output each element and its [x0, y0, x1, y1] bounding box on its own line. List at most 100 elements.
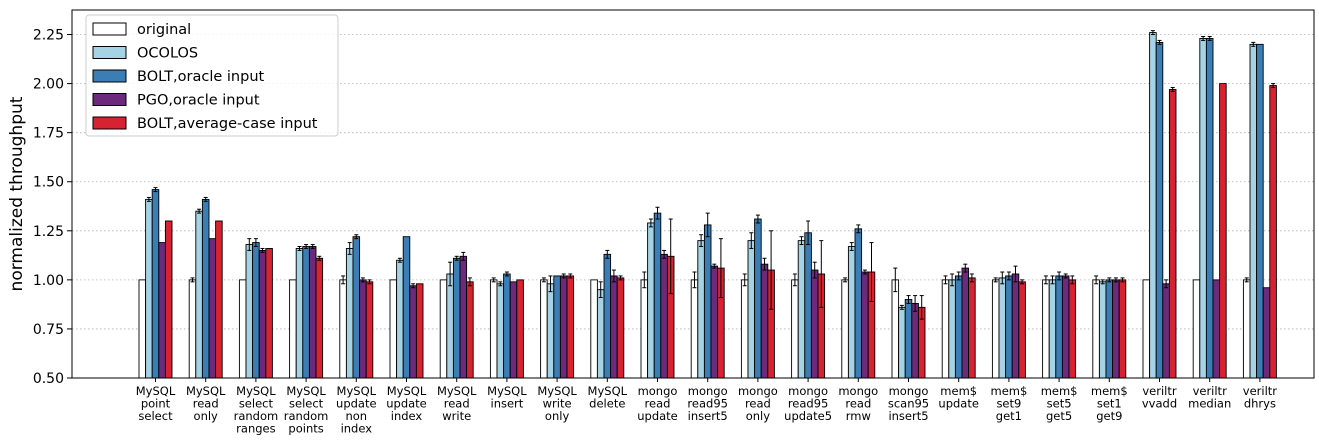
- bar: [1048, 279, 1057, 379]
- bar: [402, 236, 411, 379]
- bars: [138, 30, 1277, 379]
- bar: [1061, 275, 1070, 379]
- bar: [1118, 279, 1127, 379]
- bar: [496, 283, 505, 379]
- bar: [1219, 83, 1227, 379]
- y-tick-label: 0.75: [33, 322, 64, 338]
- bar: [854, 228, 863, 379]
- bar: [151, 189, 160, 379]
- bar: [697, 240, 705, 379]
- bar: [610, 275, 618, 379]
- x-tick-label-line: read: [845, 397, 871, 411]
- x-tick-label-line: MySQL: [387, 384, 427, 398]
- x-tick-label-line: insert5: [888, 409, 928, 423]
- bar: [503, 273, 511, 379]
- x-tick-label: MySQL read only: [186, 384, 226, 423]
- x-tick-label-line: set9: [996, 397, 1021, 411]
- bar: [396, 259, 404, 379]
- bar: [415, 283, 424, 379]
- x-tick-label-line: index: [391, 409, 423, 423]
- bar: [1092, 279, 1100, 379]
- bar: [861, 271, 869, 379]
- x-tick-label-line: read: [193, 397, 219, 411]
- bar: [489, 279, 498, 379]
- x-tick-label-line: median: [1188, 397, 1231, 411]
- x-tick-label-line: veriltr: [1243, 384, 1278, 398]
- bar: [1112, 279, 1120, 379]
- x-tick-label: MySQL point select: [136, 384, 176, 423]
- y-tick-label: 1.50: [33, 175, 64, 191]
- bar: [804, 232, 812, 379]
- bar: [466, 281, 474, 379]
- x-tick-label-line: get9: [1096, 409, 1122, 423]
- bar: [446, 273, 454, 379]
- x-tick-label-line: MySQL: [437, 384, 477, 398]
- bar: [208, 238, 217, 379]
- bar: [245, 244, 254, 379]
- x-tick-label-line: write: [442, 409, 471, 423]
- bar: [710, 265, 719, 379]
- x-tick-label-line: mongo: [838, 384, 878, 398]
- bar: [546, 283, 555, 379]
- x-tick-label: MySQL select random ranges: [234, 384, 279, 436]
- x-tick-label-line: read95: [687, 397, 728, 411]
- bar: [566, 275, 575, 379]
- y-tick-label: 2.25: [33, 28, 64, 44]
- x-tick-label: mem$ set1 get9: [1091, 384, 1128, 423]
- x-tick-label-line: mem$: [1091, 384, 1128, 398]
- bar: [740, 279, 749, 379]
- legend-label: OCOLOS: [137, 46, 198, 62]
- bar: [647, 222, 655, 379]
- bar: [1098, 281, 1107, 379]
- bar: [760, 263, 769, 379]
- x-tick-label-line: mem$: [991, 384, 1028, 398]
- bar: [1199, 38, 1207, 379]
- bar: [409, 285, 417, 379]
- bar: [553, 275, 561, 379]
- x-tick-label-line: rmw: [846, 409, 871, 423]
- bar: [1269, 85, 1277, 379]
- bar: [359, 279, 367, 379]
- bar: [145, 198, 153, 379]
- bar: [841, 279, 849, 379]
- bar: [1005, 275, 1013, 379]
- x-tick-label: veriltr median: [1188, 384, 1231, 411]
- bar: [138, 279, 147, 379]
- x-tick-label: MySQL insert: [487, 384, 527, 411]
- bar: [690, 279, 699, 379]
- x-tick-label-line: MySQL: [337, 384, 377, 398]
- bar: [590, 279, 598, 379]
- x-tick-label-line: delete: [589, 397, 625, 411]
- bar: [898, 306, 906, 379]
- legend-label: BOLT,oracle input: [137, 69, 265, 85]
- bar: [968, 277, 976, 379]
- bar: [1205, 38, 1214, 379]
- x-tick-label-line: MySQL: [236, 384, 276, 398]
- legend-label: original: [137, 22, 191, 38]
- x-tick-label-line: non: [345, 409, 367, 423]
- x-tick-label: mem$ set5 get5: [1041, 384, 1078, 423]
- bar: [339, 279, 347, 379]
- bar: [998, 277, 1007, 379]
- x-tick-label-line: MySQL: [286, 384, 326, 398]
- x-tick-label-line: mongo: [889, 384, 929, 398]
- bar: [158, 242, 166, 379]
- bar: [1162, 283, 1170, 379]
- bar: [1262, 287, 1271, 379]
- bar: [941, 279, 950, 379]
- x-tick-label-line: select: [239, 397, 274, 411]
- bar: [954, 275, 963, 379]
- y-axis: 0.50 0.75 1.00 1.25 1.50 1.75 2.00 2.25: [33, 28, 72, 387]
- x-tick-label-line: read95: [788, 397, 829, 411]
- x-tick-label: mongo read95 update5: [784, 384, 832, 423]
- bar: [258, 249, 267, 379]
- x-tick-label-line: read: [645, 397, 671, 411]
- bar: [459, 255, 468, 379]
- x-tick-label: mongo read rmw: [838, 384, 878, 423]
- x-tick-label-line: mongo: [738, 384, 778, 398]
- y-axis-label: normalized throughput: [7, 96, 27, 291]
- bar: [797, 240, 806, 379]
- x-tick-label-line: select: [138, 409, 173, 423]
- x-tick-label: mongo read update: [637, 384, 678, 423]
